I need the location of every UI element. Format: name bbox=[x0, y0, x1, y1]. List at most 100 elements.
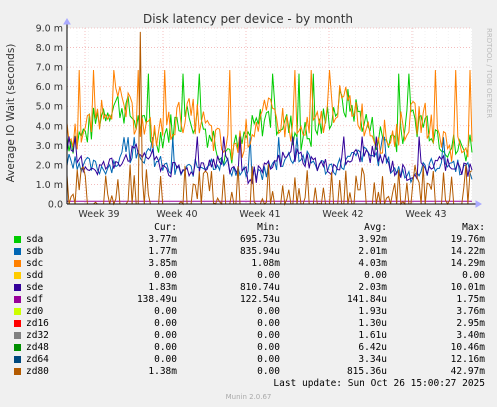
legend-cur: 0.00 bbox=[154, 354, 177, 365]
legend-avg: 3.34u bbox=[358, 354, 387, 365]
y-tick-label: 1.0 m bbox=[36, 180, 63, 191]
legend-avg: 2.01m bbox=[358, 246, 387, 257]
legend-header: Cur: Min: Avg: Max: bbox=[0, 222, 497, 234]
legend-row-sdf: sdf 138.49u 122.54u 141.84u 1.75m bbox=[0, 294, 497, 306]
y-tick-label: 5.0 m bbox=[36, 102, 63, 113]
series-line-sdc bbox=[66, 69, 473, 162]
legend-row-sdd: sdd 0.00 0.00 0.00 0.00 bbox=[0, 270, 497, 282]
col-avg: Avg: bbox=[364, 222, 387, 233]
legend-name: sdd bbox=[26, 270, 44, 281]
y-tick-label: 7.0 m bbox=[36, 63, 63, 74]
chart-title: Disk latency per device - by month bbox=[143, 12, 353, 26]
legend-name: sdc bbox=[26, 258, 44, 269]
col-max: Max: bbox=[462, 222, 485, 233]
legend-name: sda bbox=[26, 234, 44, 245]
legend-name: zd0 bbox=[26, 306, 44, 317]
legend-swatch bbox=[14, 344, 21, 351]
col-cur: Cur: bbox=[154, 222, 177, 233]
legend-avg: 1.61u bbox=[358, 330, 387, 341]
legend-min: 835.94u bbox=[239, 246, 280, 257]
version: Munin 2.0.67 bbox=[225, 393, 272, 401]
y-axis-label: Average IO Wait (seconds) bbox=[5, 44, 17, 183]
x-tick-label: Week 41 bbox=[239, 209, 280, 220]
legend-cur: 0.00 bbox=[154, 330, 177, 341]
col-min: Min: bbox=[257, 222, 280, 233]
legend-min: 0.00 bbox=[257, 330, 280, 341]
watermark: RRDTOOL / TOBI OETIKER bbox=[485, 28, 493, 118]
legend-swatch bbox=[14, 248, 21, 255]
legend-cur: 3.85m bbox=[148, 258, 177, 269]
legend-swatch bbox=[14, 272, 21, 279]
legend-swatch bbox=[14, 236, 21, 243]
legend-swatch bbox=[14, 368, 21, 375]
legend-row-zd32: zd32 0.00 0.00 1.61u 3.40m bbox=[0, 330, 497, 342]
legend-avg: 1.93u bbox=[358, 306, 387, 317]
legend-max: 10.46m bbox=[450, 342, 485, 353]
legend-cur: 1.77m bbox=[148, 246, 177, 257]
legend-max: 42.97m bbox=[450, 366, 485, 377]
legend-avg: 0.00 bbox=[364, 270, 387, 281]
legend-swatch bbox=[14, 320, 21, 327]
legend-row-sdb: sdb 1.77m 835.94u 2.01m 14.22m bbox=[0, 246, 497, 258]
legend-min: 0.00 bbox=[257, 318, 280, 329]
legend-min: 0.00 bbox=[257, 342, 280, 353]
legend-name: zd80 bbox=[26, 366, 49, 377]
legend-avg: 1.30u bbox=[358, 318, 387, 329]
legend-avg: 2.03m bbox=[358, 282, 387, 293]
y-tick-label: 0.0 bbox=[48, 200, 63, 211]
legend-min: 0.00 bbox=[257, 366, 280, 377]
last-update: Last update: Sun Oct 26 15:00:27 2025 bbox=[273, 378, 485, 389]
legend-min: 0.00 bbox=[257, 306, 280, 317]
legend-swatch bbox=[14, 296, 21, 303]
legend-max: 3.40m bbox=[456, 330, 485, 341]
x-tick-label: Week 42 bbox=[322, 209, 363, 220]
legend-swatch bbox=[14, 332, 21, 339]
legend-min: 810.74u bbox=[239, 282, 280, 293]
legend-avg: 4.03m bbox=[358, 258, 387, 269]
legend-max: 19.76m bbox=[450, 234, 485, 245]
legend-name: sde bbox=[26, 282, 44, 293]
legend-max: 1.75m bbox=[456, 294, 485, 305]
legend-avg: 6.42u bbox=[358, 342, 387, 353]
legend-min: 695.73u bbox=[239, 234, 280, 245]
chart: Disk latency per device - by month Avera… bbox=[5, 12, 493, 220]
legend-row-zd16: zd16 0.00 0.00 1.30u 2.95m bbox=[0, 318, 497, 330]
y-tick-label: 6.0 m bbox=[36, 82, 63, 93]
series-line-sde bbox=[66, 136, 473, 185]
y-tick-label: 2.0 m bbox=[36, 160, 63, 171]
series-line-sda bbox=[66, 73, 473, 165]
legend-max: 12.16m bbox=[450, 354, 485, 365]
legend-cur: 0.00 bbox=[154, 306, 177, 317]
legend-name: zd16 bbox=[26, 318, 49, 329]
x-tick-label: Week 39 bbox=[78, 209, 119, 220]
legend-cur: 138.49u bbox=[136, 294, 177, 305]
legend-max: 3.76m bbox=[456, 306, 485, 317]
legend-max: 10.01m bbox=[450, 282, 485, 293]
legend-cur: 3.77m bbox=[148, 234, 177, 245]
legend-name: sdf bbox=[26, 294, 44, 305]
legend-min: 122.54u bbox=[239, 294, 280, 305]
legend-max: 14.29m bbox=[450, 258, 485, 269]
y-tick-label: 4.0 m bbox=[36, 121, 63, 132]
legend-name: sdb bbox=[26, 246, 44, 257]
legend-avg: 141.84u bbox=[346, 294, 387, 305]
legend-name: zd64 bbox=[26, 354, 49, 365]
legend-row-sda: sda 3.77m 695.73u 3.92m 19.76m bbox=[0, 234, 497, 246]
legend-max: 0.00 bbox=[462, 270, 485, 281]
y-tick-label: 9.0 m bbox=[36, 24, 63, 35]
legend-swatch bbox=[14, 356, 21, 363]
legend-min: 1.08m bbox=[251, 258, 280, 269]
legend-swatch bbox=[14, 284, 21, 291]
legend-row-zd48: zd48 0.00 0.00 6.42u 10.46m bbox=[0, 342, 497, 354]
legend-name: zd32 bbox=[26, 330, 49, 341]
legend-cur: 0.00 bbox=[154, 270, 177, 281]
legend-avg: 3.92m bbox=[358, 234, 387, 245]
legend-cur: 0.00 bbox=[154, 318, 177, 329]
legend-row-zd80: zd80 1.38m 0.00 815.36u 42.97m bbox=[0, 366, 497, 378]
legend-max: 2.95m bbox=[456, 318, 485, 329]
legend-row-sde: sde 1.83m 810.74u 2.03m 10.01m bbox=[0, 282, 497, 294]
legend-min: 0.00 bbox=[257, 270, 280, 281]
legend-row-zd64: zd64 0.00 0.00 3.34u 12.16m bbox=[0, 354, 497, 366]
legend-name: zd48 bbox=[26, 342, 49, 353]
legend-avg: 815.36u bbox=[346, 366, 387, 377]
